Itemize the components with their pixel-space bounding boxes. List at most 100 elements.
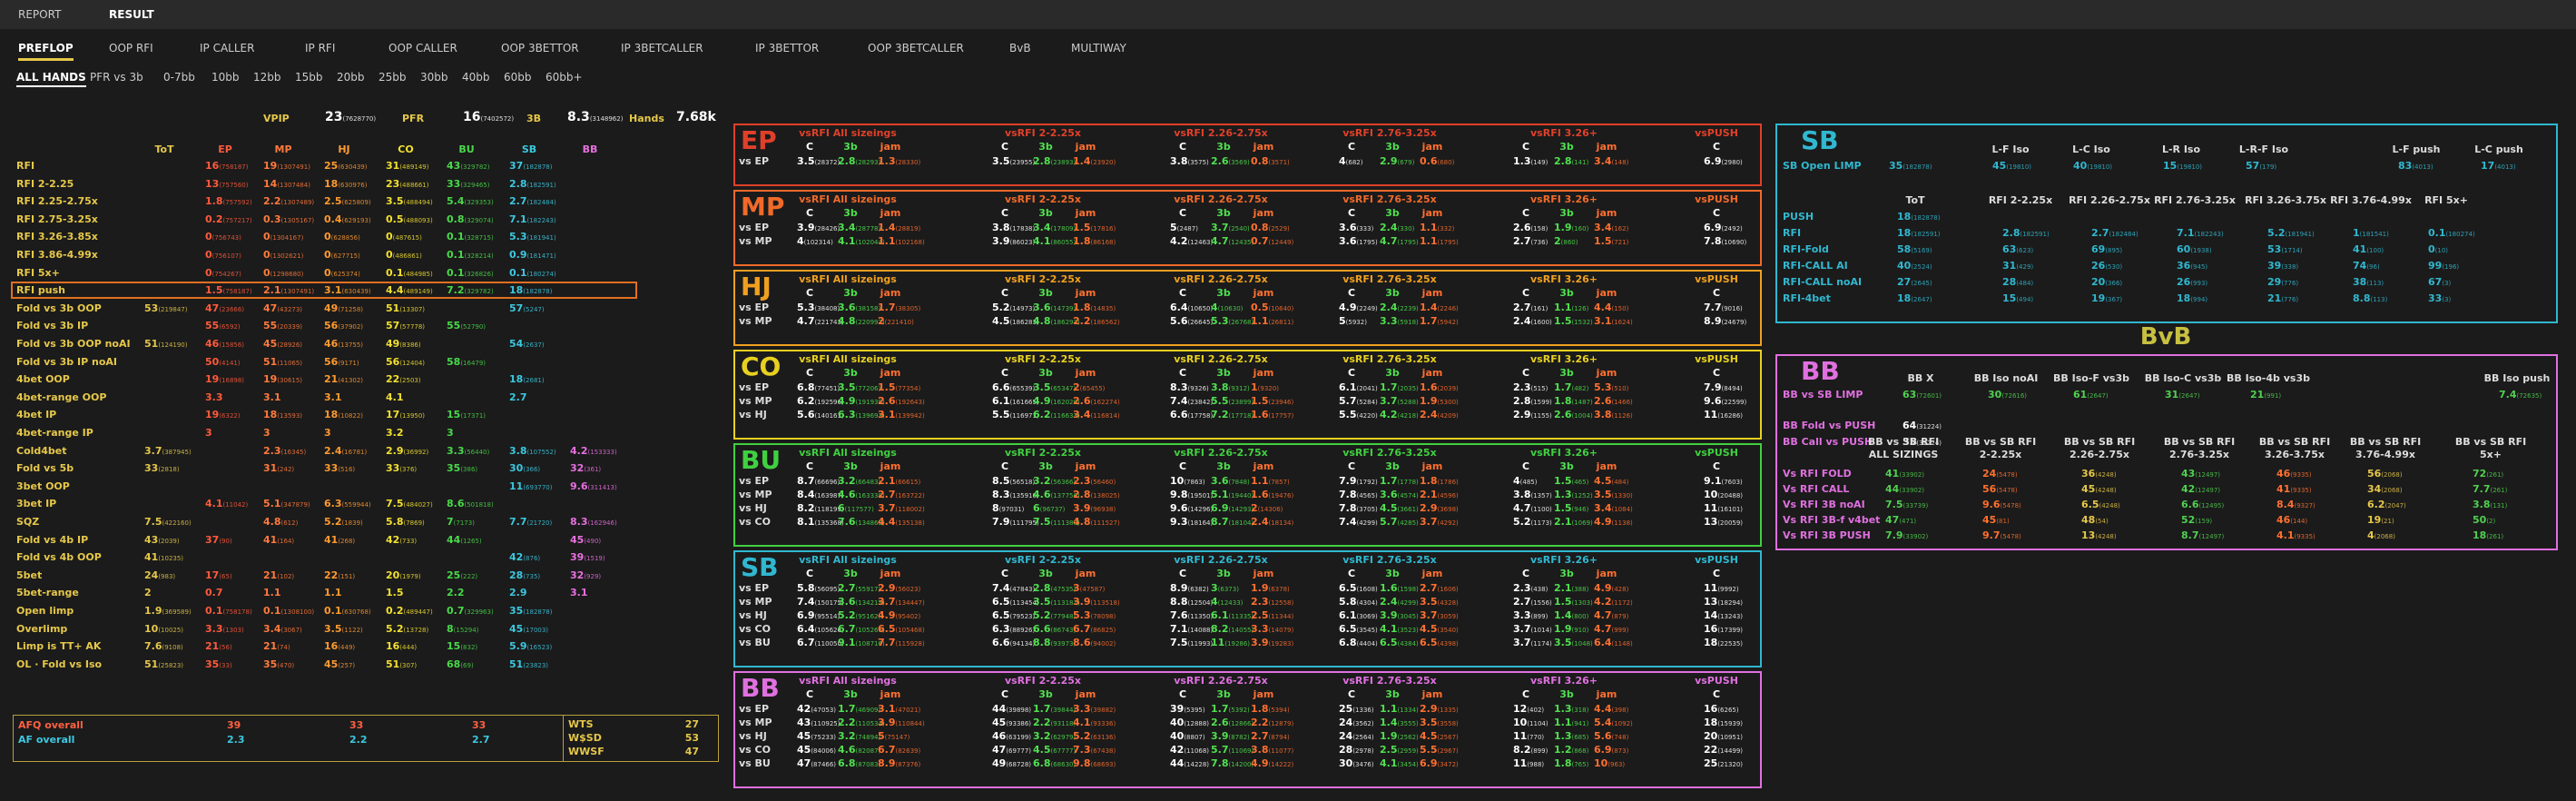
subtab[interactable]: IP RFI — [305, 42, 336, 54]
filter[interactable]: 60bb — [504, 71, 532, 84]
row-label: RFI-Fold — [1783, 243, 1829, 255]
stat-cell: 1.6(17757) — [1251, 409, 1294, 420]
stat-cell: 18(2647) — [1897, 292, 1932, 304]
stat-cell: 1.8(86168) — [1073, 235, 1116, 247]
column-header: CO — [398, 143, 414, 155]
row-label: RFI 2.25-2.75x — [16, 195, 98, 208]
af-value: 2.2 — [349, 734, 368, 746]
subtab[interactable]: MULTIWAY — [1071, 42, 1126, 54]
stat-cell: 44(39898) — [992, 703, 1032, 715]
row-label: RFI push — [16, 284, 65, 297]
stat-cell: 31(489149) — [386, 160, 429, 172]
group-header: vsRFI All sizeings — [799, 353, 897, 365]
stat-cell: 45(81) — [1982, 514, 2010, 526]
stat-cell: 2.1(66615) — [878, 475, 921, 487]
group-header: vsRFI 2.26-2.75x — [1174, 127, 1268, 139]
stat-cell: 3.5(488494) — [386, 195, 433, 208]
stat-cell: 42(733) — [386, 533, 418, 546]
sub-header: C — [1347, 460, 1356, 472]
stat-cell: 42(876) — [509, 551, 541, 564]
subtab[interactable]: OOP 3BETCALLER — [868, 42, 964, 54]
subtab[interactable]: IP CALLER — [200, 42, 255, 54]
filter[interactable]: 0-7bb — [163, 71, 195, 84]
stat-cell: 51(11065) — [263, 355, 303, 368]
sub-header: jam — [1075, 688, 1096, 700]
stat-cell: 6.5(4384) — [1380, 637, 1419, 648]
stat-cell: 5.6(140161) — [797, 409, 844, 420]
stat-cell: 5(75147) — [878, 730, 910, 742]
stat-cell: 1.9(2562) — [1380, 730, 1419, 742]
filter[interactable]: 30bb — [420, 71, 448, 84]
stat-cell: 19(30615) — [263, 373, 303, 386]
stat-cell: 1.7(5942) — [1420, 315, 1459, 327]
row-label: vs MP — [739, 717, 772, 728]
stat-cell: 5.2(77948) — [1033, 609, 1077, 621]
filter[interactable]: ALL HANDS — [16, 71, 86, 87]
stat-cell: 52(159) — [2181, 514, 2213, 526]
tab[interactable]: REPORT — [18, 8, 62, 21]
filter[interactable]: 10bb — [211, 71, 240, 84]
row-label: RFI-4bet — [1783, 292, 1831, 304]
subtab[interactable]: OOP 3BETTOR — [501, 42, 579, 54]
row-label: RFI 3.26-3.85x — [16, 231, 98, 243]
stat-cell: 4(10630) — [1211, 302, 1244, 313]
sub-header: 3b — [1559, 460, 1574, 472]
filter[interactable]: 15bb — [295, 71, 323, 84]
stat-cell: 35(386) — [447, 462, 478, 475]
subtab[interactable]: IP 3BETCALLER — [621, 42, 703, 54]
stat-cell: 4.1(9335) — [2276, 529, 2315, 541]
stat-cell: 4(2068) — [2367, 529, 2395, 541]
subtab[interactable]: OOP CALLER — [388, 42, 457, 54]
stat-cell: 33(516) — [324, 462, 356, 475]
subtab[interactable]: PREFLOP — [18, 42, 74, 61]
filter[interactable]: PFR vs 3b — [90, 71, 143, 84]
stat-cell: 1.9(5300) — [1420, 395, 1459, 407]
subtab[interactable]: BvB — [1009, 42, 1031, 54]
stat-cell: 5(5932) — [1339, 315, 1367, 327]
stat-cell: 56(9171) — [324, 355, 359, 368]
sub-header: jam — [880, 287, 901, 299]
column-header: BB Iso-C vs3b — [2144, 372, 2222, 384]
stat-cell: 4.7(221743) — [797, 315, 844, 327]
stat-cell: 6.5(4248) — [2081, 499, 2120, 510]
row-label: Vs RFI FOLD — [1783, 468, 1852, 480]
stat-cell: 9.8(19501) — [1170, 489, 1214, 500]
box-title: SB — [741, 552, 779, 582]
stat-cell: 2.4(4209) — [1420, 409, 1459, 420]
stat-cell: 5.3(26768) — [1211, 315, 1254, 327]
stat-cell: 1.1 — [263, 587, 281, 599]
stat-cell: 2(14306) — [1251, 502, 1283, 514]
stat-cell: 28(484) — [2002, 276, 2034, 288]
position-box — [733, 190, 1762, 266]
subtab[interactable]: IP 3BETTOR — [755, 42, 820, 54]
stat-cell: 13(20059) — [1704, 516, 1744, 528]
stat-cell: 0(486861) — [386, 249, 422, 261]
subtab[interactable]: OOP RFI — [109, 42, 153, 54]
stat-cell: 39(1519) — [570, 551, 605, 564]
stat-cell: 53(1714) — [2267, 243, 2303, 255]
sub-header: C — [805, 141, 814, 153]
stat-cell: 6.8(68630) — [1033, 757, 1077, 769]
stat-cell: 5.1(19440) — [1211, 489, 1254, 500]
stat-cell: 3.3(56440) — [447, 444, 490, 457]
filter[interactable]: 40bb — [462, 71, 490, 84]
box-title: BB — [1801, 356, 1840, 386]
stat-cell: 47(69777) — [992, 744, 1032, 756]
stat-cell: 8.3(135910) — [992, 489, 1039, 500]
column-header: RFI 3.76-4.99x — [2330, 194, 2412, 206]
stat-cell: 1.2(868) — [1554, 744, 1589, 756]
filter[interactable]: 60bb+ — [546, 71, 583, 84]
stat-cell: 4(102314) — [797, 235, 833, 247]
stat-cell: 31(242) — [263, 462, 295, 475]
afq-label: AFQ overall — [18, 719, 84, 731]
stat-cell: 7.4(4299) — [1339, 516, 1378, 528]
group-header: vsRFI 2-2.25x — [1004, 447, 1082, 459]
group-header: vsRFI 3.26+ — [1530, 447, 1598, 459]
tab[interactable]: RESULT — [109, 8, 154, 21]
stat-cell: 3.5(1330) — [1594, 489, 1633, 500]
filter[interactable]: 25bb — [379, 71, 407, 84]
stat-cell: 4.7(1795) — [1380, 235, 1419, 247]
filter[interactable]: 12bb — [253, 71, 281, 84]
filter[interactable]: 20bb — [337, 71, 365, 84]
box-title: BB — [741, 673, 780, 703]
